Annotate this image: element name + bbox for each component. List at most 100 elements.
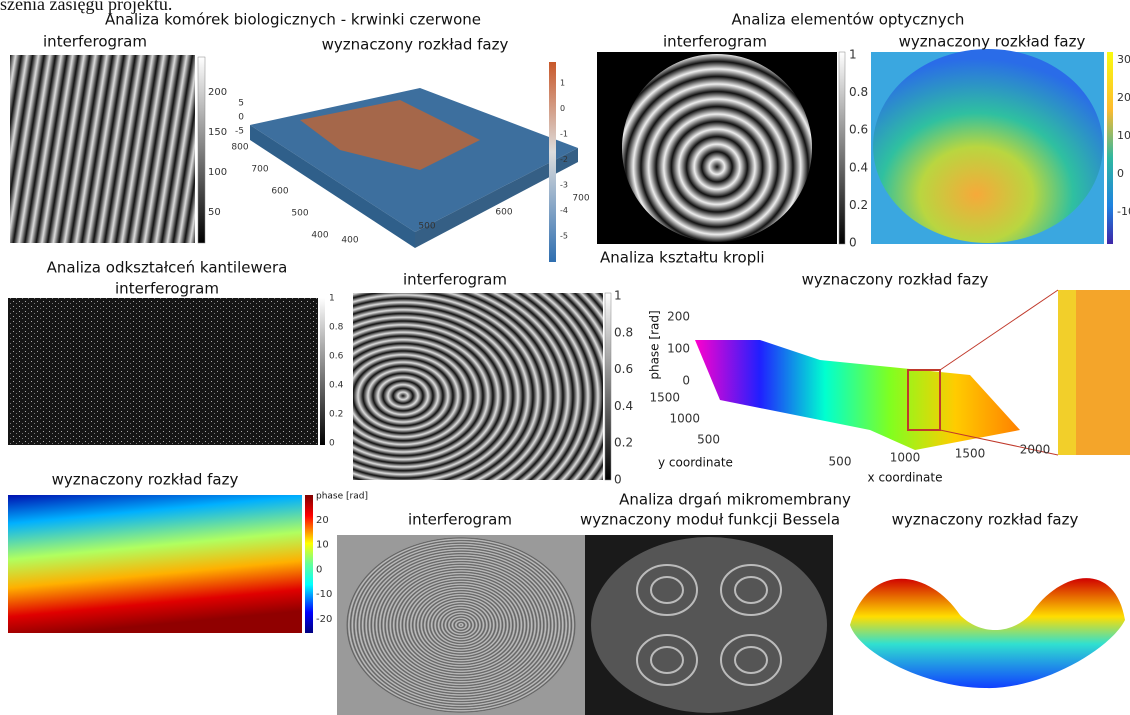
image-label: wyznaczony moduł funkcji Bessela — [580, 511, 840, 529]
tick-label: 0 — [560, 104, 565, 113]
tick-label: 0.2 — [849, 198, 868, 212]
tick-label: 500 — [829, 455, 852, 469]
y-axis-title: y coordinate — [658, 456, 733, 470]
tick-label: 0.6 — [329, 352, 344, 362]
colorbar — [305, 495, 313, 633]
tick-label: 1500 — [955, 447, 986, 461]
tick-label: 50 — [208, 207, 221, 218]
tick-label: 0.8 — [329, 323, 344, 333]
tick-label: 500 — [697, 433, 720, 447]
colorbar — [1107, 52, 1113, 244]
tick-label: 20 — [1117, 91, 1130, 104]
z-axis-title: phase [rad] — [648, 310, 662, 379]
colorbar — [605, 293, 611, 480]
tick-label: 0 — [316, 564, 322, 575]
tick-label: 400 — [341, 236, 358, 246]
zoom-line — [940, 290, 1058, 370]
tick-label: 100 — [208, 167, 227, 178]
interferogram-image — [353, 293, 603, 480]
colorbar — [198, 57, 205, 243]
tick-label: 0.4 — [329, 381, 344, 391]
tick-label: 10 — [1117, 129, 1130, 142]
panel-title: Analiza elementów optycznych — [732, 11, 965, 29]
tick-label: 0.6 — [849, 123, 868, 137]
tick-label: 1 — [614, 289, 622, 303]
surface-3d — [695, 340, 1020, 450]
colorbar — [320, 298, 325, 445]
tick-label: -10 — [316, 589, 332, 600]
panel-title: Analiza drgań mikromembrany — [619, 491, 851, 509]
tick-label: 0 — [682, 374, 690, 388]
tick-label: 800 — [231, 143, 248, 153]
colorbar — [549, 62, 556, 262]
panel-title: Analiza kształtu kropli — [600, 249, 765, 267]
fringes — [346, 537, 576, 713]
tick-label: 1 — [329, 294, 335, 304]
tick-label: 10 — [316, 540, 329, 551]
tick-label: -5 — [235, 127, 244, 137]
tick-label: 500 — [418, 222, 435, 232]
phase-disc — [873, 49, 1103, 243]
tick-label: 200 — [667, 310, 690, 324]
tick-label: 1 — [560, 79, 565, 88]
image-label: wyznaczony rozkład fazy — [899, 33, 1086, 51]
membrane — [591, 537, 827, 713]
tick-label: 0 — [329, 439, 335, 449]
image-label: interferogram — [408, 511, 512, 529]
image-label: interferogram — [115, 280, 219, 298]
tick-label: -3 — [560, 181, 568, 190]
tick-label: 0.8 — [849, 85, 868, 99]
zoom-inset-edge — [1058, 290, 1076, 455]
tick-label: 0.2 — [329, 410, 343, 420]
images — [8, 49, 1130, 715]
tick-label: 1 — [849, 48, 857, 62]
tick-label: -2 — [560, 155, 568, 164]
panel-title: Analiza odkształceń kantilewera — [47, 259, 288, 277]
tick-label: 600 — [495, 208, 512, 218]
tick-label: 700 — [251, 165, 268, 175]
tick-label: -4 — [560, 206, 568, 215]
figure: szenia zasięgu projektu. Analiza komórek… — [0, 0, 1130, 715]
surface-3d — [850, 578, 1125, 688]
tick-label: 0 — [238, 113, 244, 123]
tick-label: 1000 — [890, 451, 921, 465]
tick-label: 0.2 — [614, 436, 633, 450]
tick-label: 1000 — [669, 412, 700, 426]
tick-label: 150 — [208, 127, 227, 138]
image-label: interferogram — [43, 33, 147, 51]
tick-label: 0.8 — [614, 325, 633, 339]
speckle-image — [8, 298, 318, 445]
x-axis-title: x coordinate — [868, 471, 943, 485]
colorbar-title: phase [rad] — [316, 492, 368, 502]
tick-label: -10 — [1117, 205, 1130, 218]
image-label: wyznaczony rozkład fazy — [322, 36, 509, 54]
tick-label: 5 — [238, 99, 244, 109]
tick-label: 0 — [614, 473, 622, 487]
interferogram-image — [10, 55, 195, 243]
image-label: interferogram — [403, 271, 507, 289]
tick-label: 2000 — [1020, 443, 1051, 457]
tick-label: 0.6 — [614, 362, 633, 376]
tick-label: -20 — [316, 614, 332, 625]
tick-label: 0.4 — [849, 160, 868, 174]
image-label: interferogram — [663, 33, 767, 51]
tick-label: 100 — [667, 342, 690, 356]
phase-image — [8, 495, 302, 633]
image-label: wyznaczony rozkład fazy — [802, 271, 989, 289]
fringes — [622, 54, 812, 242]
tick-label: 500 — [291, 209, 308, 219]
tick-label: 20 — [316, 515, 329, 526]
image-label: wyznaczony rozkład fazy — [892, 511, 1079, 529]
tick-label: 0 — [849, 236, 857, 250]
image-label: wyznaczony rozkład fazy — [52, 471, 239, 489]
tick-label: 0 — [1117, 167, 1124, 180]
tick-label: 600 — [271, 187, 288, 197]
panel-title: Analiza komórek biologicznych - krwinki … — [105, 11, 481, 29]
tick-label: -1 — [560, 130, 568, 139]
tick-label: 400 — [311, 231, 328, 241]
tick-label: 30 — [1117, 53, 1130, 66]
page: szenia zasięgu projektu. Analiza komórek… — [0, 0, 1130, 715]
tick-label: 200 — [208, 87, 227, 98]
tick-label: 0.4 — [614, 399, 633, 413]
tick-label: -5 — [560, 232, 568, 241]
